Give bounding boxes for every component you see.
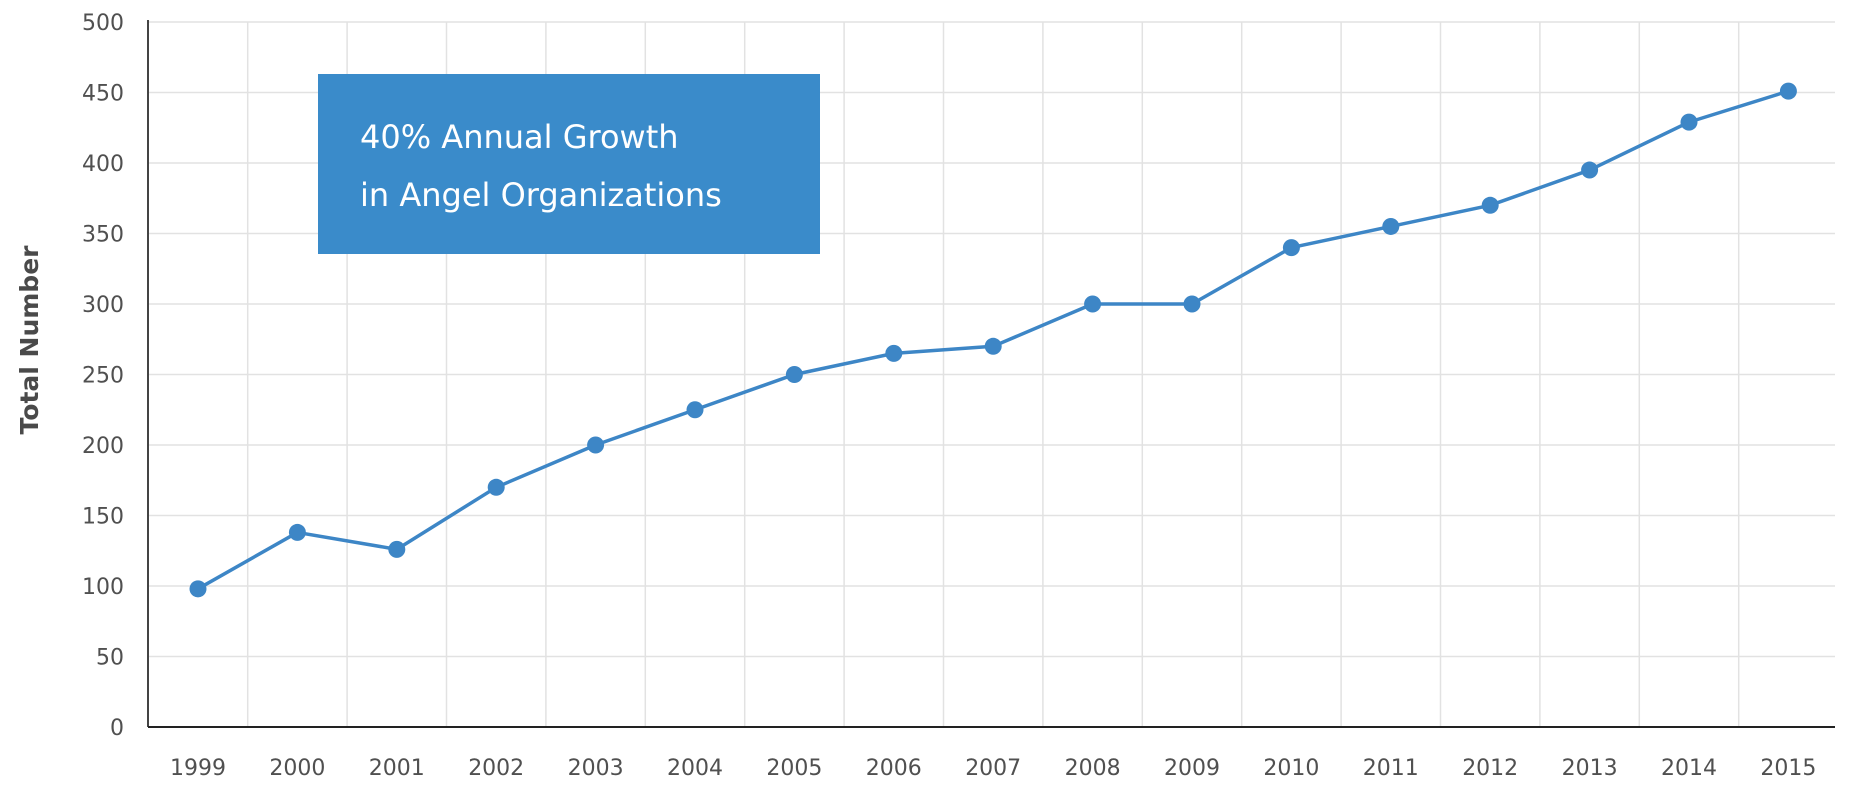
- x-tick-label: 2003: [568, 756, 624, 781]
- data-point: [189, 580, 207, 598]
- data-point: [487, 478, 505, 496]
- data-point: [1382, 217, 1400, 235]
- x-tick-label: 2001: [369, 756, 425, 781]
- annotation-background: [318, 74, 820, 254]
- data-point: [388, 540, 406, 558]
- y-tick-label: 350: [82, 223, 124, 248]
- data-point: [1481, 196, 1499, 214]
- x-tick-label: 2011: [1363, 756, 1419, 781]
- data-point: [1282, 239, 1300, 257]
- annotation-box: 40% Annual Growth in Angel Organizations: [318, 74, 820, 254]
- x-tick-label: 2000: [269, 756, 325, 781]
- y-tick-label: 50: [96, 646, 124, 671]
- x-tick-label: 2014: [1661, 756, 1717, 781]
- y-tick-label: 0: [110, 716, 124, 741]
- y-tick-labels: 0 50 100 150 200 250 300 350 400 450 500: [82, 11, 124, 741]
- x-tick-label: 2012: [1462, 756, 1518, 781]
- x-tick-label: 2005: [766, 756, 822, 781]
- annotation-line-2: in Angel Organizations: [360, 176, 722, 214]
- data-point: [785, 366, 803, 383]
- x-tick-label: 2010: [1263, 756, 1319, 781]
- annotation-line-1: 40% Annual Growth: [360, 118, 679, 156]
- x-tick-label: 2013: [1562, 756, 1618, 781]
- data-point: [1084, 295, 1102, 313]
- x-tick-label: 2006: [866, 756, 922, 781]
- data-point: [1680, 113, 1698, 131]
- x-tick-label: 2002: [468, 756, 524, 781]
- data-point: [984, 337, 1002, 355]
- y-tick-label: 500: [82, 11, 124, 36]
- data-point: [288, 523, 306, 541]
- x-tick-labels: 1999 2000 2001 2002 2003 2004 2005 2006 2007 2008…: [170, 756, 1816, 781]
- y-axis-title: Total Number: [15, 245, 44, 435]
- x-tick-label: 1999: [170, 756, 226, 781]
- x-tick-label: 2008: [1065, 756, 1121, 781]
- y-tick-label: 200: [82, 434, 124, 459]
- axes: [147, 20, 1835, 728]
- y-tick-label: 150: [82, 505, 124, 530]
- data-point: [885, 344, 903, 362]
- data-point: [1183, 295, 1201, 313]
- series: [189, 82, 1797, 598]
- x-tick-label: 2004: [667, 756, 723, 781]
- data-point: [1779, 82, 1797, 100]
- x-tick-label: 2009: [1164, 756, 1220, 781]
- y-tick-label: 250: [82, 364, 124, 389]
- x-tick-label: 2015: [1760, 756, 1816, 781]
- y-tick-label: 450: [82, 82, 124, 107]
- data-point: [587, 436, 605, 454]
- data-point: [1581, 161, 1599, 179]
- y-tick-label: 400: [82, 152, 124, 177]
- y-tick-label: 300: [82, 293, 124, 318]
- y-tick-label: 100: [82, 575, 124, 600]
- data-point: [686, 401, 704, 419]
- x-tick-label: 2007: [965, 756, 1021, 781]
